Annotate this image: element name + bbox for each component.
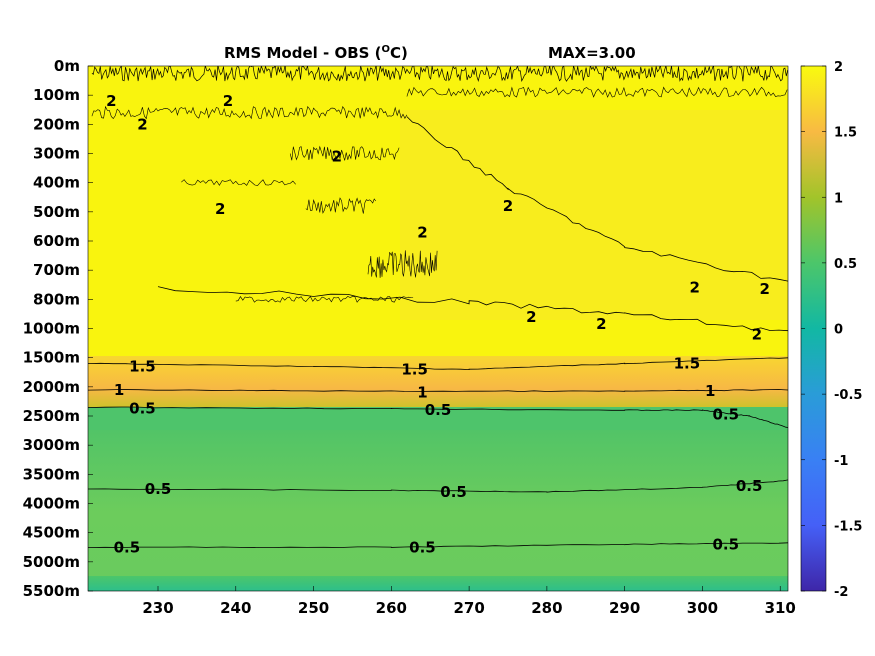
contour-label: 0.5 bbox=[129, 400, 156, 418]
band-transition bbox=[88, 389, 788, 407]
colorbar-tick-label: -2 bbox=[834, 585, 848, 600]
y-tick-label: 1000m bbox=[23, 320, 80, 338]
contour-line-0-5 bbox=[88, 479, 788, 493]
contour-label: 0.5 bbox=[425, 401, 452, 419]
contour-label: 0.5 bbox=[409, 538, 436, 556]
contour-label: 1 bbox=[114, 381, 124, 399]
y-tick-label: 0m bbox=[54, 57, 80, 75]
y-axis-ticks: 0m 100m 200m 300m 400m 500m 600m 700m 800m 1000m 1… bbox=[23, 57, 93, 600]
contour-line-0-5 bbox=[88, 542, 788, 549]
y-tick-label: 800m bbox=[33, 290, 80, 308]
y-tick-label: 3500m bbox=[23, 465, 80, 483]
y-tick-label: 2000m bbox=[23, 378, 80, 396]
contour-label: 0.5 bbox=[712, 406, 739, 424]
contour-label: 2 bbox=[689, 279, 699, 297]
contour-line-0-5 bbox=[88, 406, 788, 428]
chart-title-main: RMS Model - OBS ( bbox=[224, 44, 382, 62]
y-tick-label: 500m bbox=[33, 203, 80, 221]
contour-noise-line bbox=[91, 105, 408, 120]
y-tick-label: 400m bbox=[33, 174, 80, 192]
contour-label: 0.5 bbox=[145, 480, 172, 498]
x-tick-label: 250 bbox=[298, 599, 329, 617]
contour-label: 2 bbox=[223, 92, 233, 110]
x-tick-label: 270 bbox=[453, 599, 484, 617]
contour-label: 2 bbox=[106, 92, 116, 110]
contour-noise-line bbox=[91, 66, 788, 83]
contour-noise-line bbox=[406, 86, 788, 98]
colorbar-tick-label: 1 bbox=[834, 191, 843, 206]
x-tick-label: 260 bbox=[376, 599, 407, 617]
band-bottom bbox=[88, 576, 788, 591]
chart-max-label: MAX=3.00 bbox=[548, 44, 636, 62]
contour-label: 2 bbox=[759, 280, 769, 298]
contour-noise-line bbox=[367, 250, 438, 278]
contour-line-2 bbox=[406, 116, 788, 282]
colorbar-tick-label: 0 bbox=[834, 323, 843, 338]
y-tick-label: 4500m bbox=[23, 524, 80, 542]
colorbar-ticks: 2 1.5 1 0.5 0 -0.5 -1 -1.5 -2 bbox=[801, 60, 862, 600]
contour-label: 1 bbox=[417, 384, 427, 402]
contour-noise-line bbox=[289, 145, 400, 161]
contour-labels: 1.5 1.5 1.51 1 10.5 0.5 0.50.5 0.5 0.50.5 0.5 0.52… bbox=[106, 92, 770, 556]
x-tick-label: 290 bbox=[609, 599, 640, 617]
contour-label: 1 bbox=[705, 382, 715, 400]
contour-label: 1.5 bbox=[129, 357, 156, 375]
contour-label: 0.5 bbox=[114, 538, 141, 556]
y-tick-label: 600m bbox=[33, 232, 80, 250]
heatmap-field: 1.5 1.5 1.51 1 10.5 0.5 0.50.5 0.5 0.50.5 0.5 0.52… bbox=[88, 66, 788, 591]
contour-label: 2 bbox=[332, 147, 342, 165]
x-tick-label: 280 bbox=[531, 599, 562, 617]
colorbar-tick-label: 1.5 bbox=[834, 126, 857, 141]
band-deep bbox=[88, 430, 788, 580]
contour-label: 2 bbox=[503, 197, 513, 215]
colorbar-tick-label: -1.5 bbox=[834, 519, 862, 534]
x-tick-label: 240 bbox=[220, 599, 251, 617]
y-tick-label: 5500m bbox=[23, 582, 80, 600]
contour-label: 0.5 bbox=[440, 483, 467, 501]
y-tick-label: 700m bbox=[33, 261, 80, 279]
x-tick-label: 310 bbox=[765, 599, 796, 617]
contour-label: 2 bbox=[215, 200, 225, 218]
contour-line-1 bbox=[88, 389, 788, 393]
contour-label: 0.5 bbox=[712, 535, 739, 553]
contour-label: 2 bbox=[596, 315, 606, 333]
colorbar-tick-label: 0.5 bbox=[834, 257, 857, 272]
x-tick-label: 300 bbox=[687, 599, 718, 617]
contour-label: 2 bbox=[526, 308, 536, 326]
contour-label: 0.5 bbox=[736, 477, 763, 495]
x-tick-label: 230 bbox=[142, 599, 173, 617]
contour-line-1-5 bbox=[88, 357, 788, 371]
colorbar bbox=[800, 65, 827, 592]
colorbar-tick-label: -0.5 bbox=[834, 388, 862, 403]
contour-label: 1.5 bbox=[401, 360, 428, 378]
y-tick-label: 3000m bbox=[23, 436, 80, 454]
contour-noise bbox=[91, 66, 788, 303]
band-upper-soft bbox=[400, 110, 788, 320]
contour-label: 1.5 bbox=[674, 355, 701, 373]
band-shallow-green bbox=[88, 407, 788, 432]
y-tick-label: 1500m bbox=[23, 349, 80, 367]
y-tick-label: 200m bbox=[33, 115, 80, 133]
contour-line-2 bbox=[157, 286, 788, 332]
x-axis-ticks: 230 240 250 260 270 280 290 300 310 bbox=[142, 586, 796, 617]
contour-noise-line bbox=[305, 197, 377, 214]
y-tick-label: 2500m bbox=[23, 407, 80, 425]
contour-label: 2 bbox=[417, 223, 427, 241]
contour-noise-line bbox=[181, 179, 296, 186]
contour-label: 2 bbox=[137, 115, 147, 133]
chart-title: RMS Model - OBS (OC) bbox=[224, 44, 408, 62]
chart-title-unit-end: C) bbox=[390, 44, 408, 62]
y-tick-label: 100m bbox=[33, 86, 80, 104]
y-tick-label: 4000m bbox=[23, 495, 80, 513]
chart-title-unit-sup: O bbox=[382, 44, 391, 55]
y-tick-label: 300m bbox=[33, 145, 80, 163]
y-tick-label: 5000m bbox=[23, 553, 80, 571]
contour-lines bbox=[88, 116, 788, 549]
colorbar-tick-label: 2 bbox=[834, 60, 843, 75]
colorbar-tick-label: -1 bbox=[834, 454, 848, 469]
contour-label: 2 bbox=[752, 325, 762, 343]
